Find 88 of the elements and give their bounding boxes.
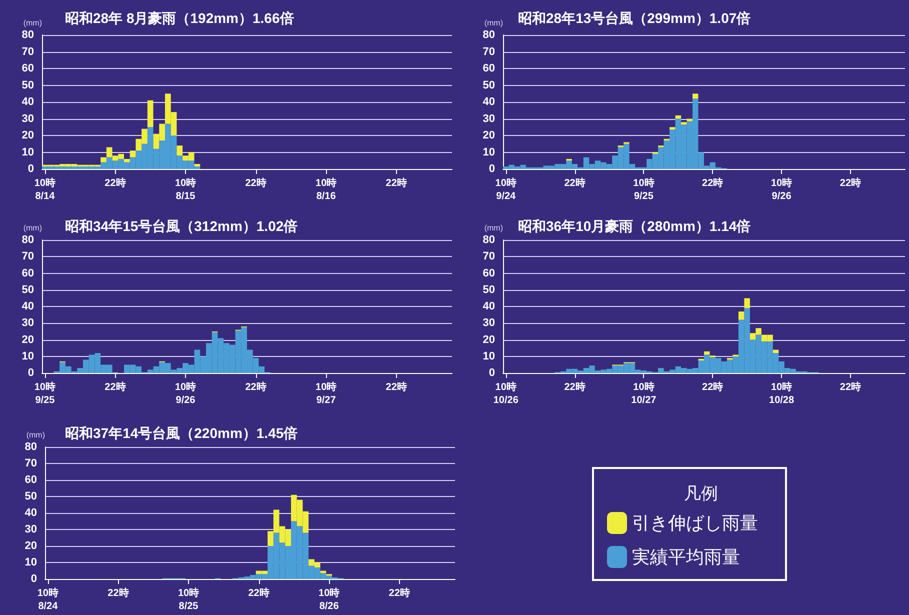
y-tick-label: 80 [482,234,495,246]
y-axis-title: (mm) [23,18,42,28]
y-tick-label: 40 [22,300,34,312]
y-tick-label: 80 [24,441,37,453]
y-tick-label: 60 [22,267,34,280]
y-tick-label: 0 [30,573,37,585]
x-tick-label: 22時 [104,177,126,189]
y-tick-label: 50 [24,490,37,502]
x-tick-label: 10時 9/26 [174,381,196,406]
y-tick-label: 0 [488,367,495,379]
x-tick-label: 10時 8/14 [34,177,56,202]
x-tick-label: 22時 [702,381,724,393]
x-tick-label: 22時 [245,381,266,393]
x-tick-label: 10時 8/24 [37,587,58,612]
x-tick-label: 10時 8/25 [178,587,200,612]
y-tick-label: 40 [24,507,37,519]
y-tick-label: 20 [482,334,495,346]
x-tick-label: 10時 9/26 [770,177,792,202]
y-tick-label: 10 [24,556,37,568]
y-tick-label: 10 [482,350,495,362]
x-tick-label: 10時 9/25 [34,381,56,406]
chart-title: 昭和36年10月豪雨（280mm）1.14倍 [518,218,751,234]
y-tick-label: 70 [22,46,34,58]
x-tick-label: 22時 [388,587,410,599]
y-tick-label: 70 [22,250,34,263]
y-tick-label: 20 [22,130,34,142]
y-tick-label: 80 [482,29,495,41]
legend-title: 凡例 [684,484,718,503]
x-tick-label: 10時 9/25 [633,177,654,202]
y-axis-title: (mm) [484,18,504,28]
legend-label: 引き伸ばし雨量 [632,513,758,533]
y-tick-label: 30 [482,317,495,330]
y-tick-label: 40 [482,300,495,312]
x-tick-label: 22時 [104,381,126,393]
y-axis-title: (mm) [23,224,42,232]
y-tick-label: 30 [482,112,495,125]
y-tick-label: 80 [22,29,34,41]
y-axis-title: (mm) [484,224,504,232]
y-tick-label: 60 [482,267,495,280]
y-tick-label: 60 [24,474,37,486]
x-tick-label: 10時 9/27 [316,381,337,406]
y-tick-label: 20 [24,540,37,552]
y-tick-label: 50 [22,79,34,92]
x-tick-label: 22時 [840,177,862,189]
x-tick-label: 22時 [840,381,862,393]
y-tick-label: 70 [24,458,37,470]
chart-title: 昭和37年14号台風（220mm）1.45倍 [65,425,298,441]
y-tick-label: 40 [482,96,495,108]
y-tick-label: 30 [22,112,34,125]
x-tick-label: 22時 [245,177,266,189]
chart-title: 昭和28年 8月豪雨（192mm）1.66倍 [65,10,294,26]
y-tick-label: 10 [482,146,495,158]
y-tick-label: 60 [22,62,34,74]
y-tick-label: 70 [482,250,495,263]
x-tick-label: 22時 [564,381,586,393]
x-tick-label: 10時 10/26 [493,381,519,406]
x-tick-label: 22時 [386,381,407,393]
x-tick-label: 10時 8/26 [318,587,340,612]
x-tick-label: 10時 8/15 [174,177,196,202]
x-tick-label: 22時 [108,587,129,599]
chart-title: 昭和34年15号台風（312mm）1.02倍 [65,218,298,234]
y-tick-label: 40 [22,96,34,108]
y-tick-label: 0 [28,367,34,379]
x-tick-label: 10時 9/24 [495,177,516,202]
y-tick-label: 80 [22,234,34,246]
y-tick-label: 0 [488,163,495,175]
y-tick-label: 60 [482,62,495,74]
y-tick-label: 50 [482,284,495,296]
x-tick-label: 22時 [386,177,407,189]
chart-title: 昭和28年13号台風（299mm）1.07倍 [518,10,751,26]
x-tick-label: 10時 8/16 [316,177,337,202]
y-axis-title: (mm) [26,430,46,440]
y-tick-label: 30 [22,317,34,330]
legend-label: 実績平均雨量 [632,547,740,567]
y-tick-label: 0 [28,163,34,175]
x-tick-label: 22時 [564,177,586,189]
y-tick-label: 70 [482,46,495,58]
y-tick-label: 10 [22,146,34,158]
y-tick-label: 20 [22,334,34,346]
x-tick-label: 10時 10/27 [631,381,657,406]
y-tick-label: 20 [482,130,495,142]
y-tick-label: 50 [482,79,495,92]
x-tick-label: 10時 10/28 [769,381,794,406]
x-tick-label: 22時 [248,587,270,599]
y-tick-label: 50 [22,284,34,296]
x-tick-label: 22時 [702,177,724,189]
y-tick-label: 30 [24,524,37,536]
y-tick-label: 10 [22,350,34,362]
